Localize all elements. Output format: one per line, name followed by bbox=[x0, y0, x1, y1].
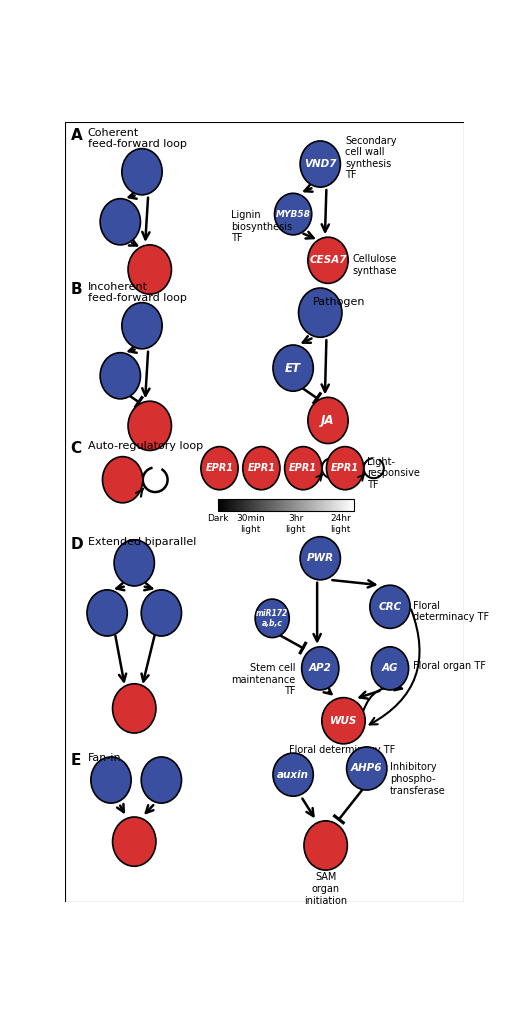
Text: AHP6: AHP6 bbox=[351, 764, 382, 774]
Ellipse shape bbox=[302, 647, 339, 690]
Ellipse shape bbox=[91, 756, 131, 803]
Text: AP2: AP2 bbox=[309, 663, 332, 673]
Text: ET: ET bbox=[285, 362, 301, 374]
Ellipse shape bbox=[103, 456, 143, 503]
Text: JA: JA bbox=[321, 414, 335, 427]
Ellipse shape bbox=[285, 446, 322, 490]
Ellipse shape bbox=[322, 698, 365, 744]
Ellipse shape bbox=[112, 683, 156, 733]
Ellipse shape bbox=[275, 194, 312, 235]
Text: EPR1: EPR1 bbox=[247, 463, 276, 474]
Text: Cellulose
synthase: Cellulose synthase bbox=[353, 255, 397, 276]
Text: WUS: WUS bbox=[330, 716, 357, 726]
Text: CESA7: CESA7 bbox=[309, 256, 347, 266]
Text: B: B bbox=[71, 282, 83, 297]
Text: MYB58: MYB58 bbox=[276, 210, 311, 219]
Text: Floral determinacy TF: Floral determinacy TF bbox=[289, 745, 395, 755]
Ellipse shape bbox=[308, 237, 348, 283]
Text: EPR1: EPR1 bbox=[331, 463, 359, 474]
Ellipse shape bbox=[141, 756, 182, 803]
Ellipse shape bbox=[114, 539, 154, 586]
Bar bbox=[218, 499, 353, 510]
Ellipse shape bbox=[347, 747, 387, 790]
Text: A: A bbox=[71, 128, 83, 143]
Text: SAM
organ
initiation: SAM organ initiation bbox=[304, 872, 347, 906]
Ellipse shape bbox=[87, 590, 127, 636]
Ellipse shape bbox=[300, 141, 341, 188]
Text: Secondary
cell wall
synthesis
TF: Secondary cell wall synthesis TF bbox=[345, 136, 397, 180]
Ellipse shape bbox=[128, 244, 171, 294]
Text: CRC: CRC bbox=[378, 601, 401, 611]
Text: C: C bbox=[71, 441, 82, 456]
Text: Fan-in: Fan-in bbox=[88, 753, 121, 764]
Text: VND7: VND7 bbox=[304, 159, 336, 169]
Text: Stem cell
maintenance
TF: Stem cell maintenance TF bbox=[231, 663, 296, 697]
Ellipse shape bbox=[273, 753, 313, 796]
Ellipse shape bbox=[308, 397, 348, 443]
FancyArrowPatch shape bbox=[369, 609, 420, 724]
Text: D: D bbox=[71, 537, 83, 553]
Text: Dark: Dark bbox=[207, 514, 229, 523]
Ellipse shape bbox=[243, 446, 280, 490]
Text: auxin: auxin bbox=[277, 770, 309, 780]
Text: Incoherent
feed-forward loop: Incoherent feed-forward loop bbox=[88, 282, 187, 303]
Ellipse shape bbox=[327, 446, 364, 490]
Text: Inhibitory
phospho-
transferase: Inhibitory phospho- transferase bbox=[390, 763, 446, 796]
Ellipse shape bbox=[273, 345, 313, 391]
Text: Extended biparallel: Extended biparallel bbox=[88, 537, 196, 548]
Ellipse shape bbox=[112, 817, 156, 866]
Text: Pathogen: Pathogen bbox=[313, 297, 365, 307]
Ellipse shape bbox=[100, 353, 140, 399]
Text: 3hr
light: 3hr light bbox=[285, 514, 305, 533]
Text: Light-
responsive
TF: Light- responsive TF bbox=[367, 456, 420, 490]
Ellipse shape bbox=[201, 446, 238, 490]
Ellipse shape bbox=[372, 647, 409, 690]
Ellipse shape bbox=[255, 599, 289, 638]
Ellipse shape bbox=[304, 821, 347, 870]
Ellipse shape bbox=[299, 288, 342, 338]
Ellipse shape bbox=[370, 585, 410, 629]
Text: Floral
determinacy TF: Floral determinacy TF bbox=[413, 600, 489, 623]
Ellipse shape bbox=[128, 402, 171, 450]
Text: E: E bbox=[71, 753, 81, 768]
Ellipse shape bbox=[300, 536, 341, 580]
Text: EPR1: EPR1 bbox=[289, 463, 317, 474]
Text: Floral organ TF: Floral organ TF bbox=[413, 661, 486, 670]
Ellipse shape bbox=[122, 302, 162, 349]
Text: PWR: PWR bbox=[307, 554, 334, 563]
Text: Auto-regulatory loop: Auto-regulatory loop bbox=[88, 441, 203, 451]
Text: 30min
light: 30min light bbox=[236, 514, 265, 533]
Ellipse shape bbox=[100, 199, 140, 244]
Ellipse shape bbox=[141, 590, 182, 636]
Text: miR172
a,b,c: miR172 a,b,c bbox=[256, 608, 288, 628]
Text: Lignin
biosynthesis
TF: Lignin biosynthesis TF bbox=[231, 210, 292, 243]
Text: Coherent
feed-forward loop: Coherent feed-forward loop bbox=[88, 128, 187, 149]
Text: 24hr
light: 24hr light bbox=[330, 514, 351, 533]
Text: AG: AG bbox=[382, 663, 398, 673]
Ellipse shape bbox=[122, 149, 162, 195]
FancyArrowPatch shape bbox=[363, 683, 402, 712]
Text: EPR1: EPR1 bbox=[205, 463, 234, 474]
